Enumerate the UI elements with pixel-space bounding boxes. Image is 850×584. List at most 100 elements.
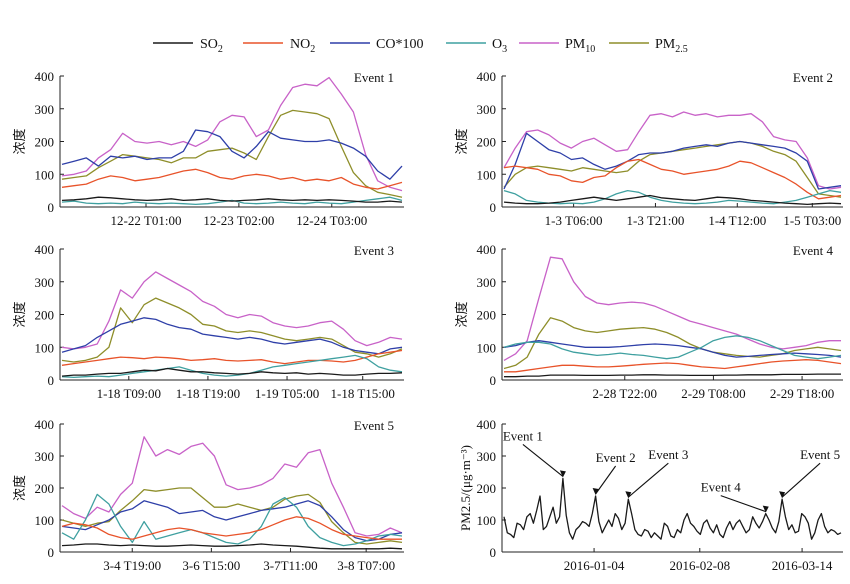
annotation-event-3: Event 3	[648, 447, 688, 462]
y-tick-label: 300	[35, 449, 55, 464]
series-line-o3	[61, 493, 403, 547]
y-tick-label: 0	[48, 373, 55, 388]
x-tick-label: 3-7T11:00	[263, 558, 317, 573]
series-line-o3	[503, 189, 842, 205]
chart-panel-6: 0 100 200 300 400 2016-01-04 2016-02-08 2016-03…	[458, 417, 843, 573]
x-tick-label: 1-4 T12:00	[708, 213, 766, 228]
series-line-pm10	[61, 271, 403, 350]
chart-title: Event 5	[354, 418, 394, 433]
x-tick-label: 12-24 T03:00	[296, 213, 367, 228]
y-tick-label: 300	[35, 275, 55, 290]
x-tick-label: 1-18 T15:00	[331, 386, 395, 401]
annotation-event-4: Event 4	[701, 480, 742, 495]
svg-text:PM2.5: PM2.5	[655, 37, 688, 55]
annotation-event-5: Event 5	[800, 447, 840, 462]
series-line-so2	[504, 373, 841, 378]
annotation-arrowhead	[559, 470, 566, 478]
chart-panel-2: 0 100 200 300 400 1-3 T06:00 1-3 T21:00 1-4 T12…	[454, 69, 843, 228]
annotation-arrow	[720, 495, 766, 513]
legend-item-no2: NO2	[243, 37, 315, 55]
legend-item-so2: SO2	[153, 37, 223, 55]
annotation-event-2: Event 2	[596, 450, 636, 465]
y-tick-label: 100	[35, 513, 55, 528]
series-line-no2	[504, 359, 842, 373]
series-line-o3	[503, 335, 842, 360]
annotation-arrow	[627, 462, 669, 498]
y-tick-label: 300	[35, 102, 55, 117]
x-tick-label: 2016-02-08	[669, 558, 730, 573]
series-line-co	[503, 132, 842, 190]
series-line-no2	[61, 168, 403, 190]
chart-panel-1: 0 100 200 300 400 12-22 T01:00 12-23 T02:00 12-…	[12, 69, 404, 228]
x-tick-label: 3-6 T15:00	[182, 558, 240, 573]
x-tick-label: 1-18 T09:00	[97, 386, 161, 401]
y-tick-label: 400	[35, 242, 55, 257]
series-line-so2	[61, 196, 403, 203]
y-tick-label: 100	[477, 340, 497, 355]
x-tick-label: 2016-03-14	[772, 558, 833, 573]
annotation-arrowhead	[592, 488, 599, 495]
y-axis-label: PM2.5/(μg·m⁻³)	[458, 445, 473, 531]
series-line-so2	[61, 367, 403, 377]
x-tick-label: 1-3 T06:00	[545, 213, 603, 228]
y-tick-label: 100	[477, 513, 497, 528]
annotation-arrow	[781, 462, 821, 498]
x-tick-label: 3-8 T07:00	[337, 558, 395, 573]
legend-item-pm10: PM10	[519, 37, 595, 55]
series-line-co	[61, 500, 403, 542]
chart-title: Event 3	[354, 243, 394, 258]
y-tick-label: 400	[477, 69, 497, 84]
y-axis-label: 浓度	[454, 128, 470, 154]
y-axis-label: 浓度	[12, 301, 28, 327]
x-tick-label: 2-29 T18:00	[770, 386, 834, 401]
x-tick-label: 2-28 T22:00	[593, 386, 657, 401]
series-line-pm25	[61, 109, 403, 198]
legend: SO2 NO2 CO*100 O3 PM10 PM2.5	[153, 37, 688, 55]
chart-title: Event 2	[793, 70, 833, 85]
annotation-arrow	[522, 443, 564, 477]
series-line-pm10	[503, 111, 842, 190]
y-tick-label: 0	[48, 545, 55, 560]
svg-text:PM10: PM10	[565, 37, 595, 55]
y-tick-label: 300	[477, 449, 497, 464]
series-line-no2	[503, 158, 842, 200]
legend-item-co: CO*100	[330, 37, 423, 52]
series-line-so2	[503, 194, 842, 206]
annotation-arrowhead	[625, 491, 632, 499]
series-line-pm10	[503, 256, 841, 361]
series-line-so2	[61, 543, 403, 550]
y-tick-label: 400	[35, 69, 55, 84]
series-line-pm25	[61, 297, 403, 363]
series-line-so2	[503, 477, 842, 540]
y-tick-label: 200	[477, 135, 497, 150]
chart-panel-3: 0 100 200 300 400 1-18 T09:00 1-18 T19:00 1-19 …	[12, 242, 404, 401]
legend-item-o3: O3	[446, 37, 507, 55]
series-line-pm10	[61, 76, 403, 192]
legend-item-pm25: PM2.5	[609, 37, 688, 55]
series-line-no2	[61, 349, 403, 366]
chart-panel-5: 0 100 200 300 400 3-4 T19:00 3-6 T15:00 3-7T11:…	[12, 417, 404, 573]
y-tick-label: 0	[48, 200, 55, 215]
y-tick-label: 0	[490, 200, 497, 215]
annotation-arrow	[595, 465, 617, 495]
svg-text:O3: O3	[492, 37, 507, 55]
chart-panel-4: 0 100 200 300 400 2-28 T22:00 2-29 T08:00 2-29 …	[454, 242, 843, 401]
y-tick-label: 200	[477, 308, 497, 323]
y-tick-label: 400	[477, 417, 497, 432]
y-tick-label: 200	[477, 481, 497, 496]
y-tick-label: 0	[490, 373, 497, 388]
y-tick-label: 100	[35, 340, 55, 355]
x-tick-label: 12-22 T01:00	[111, 213, 182, 228]
y-tick-label: 200	[35, 481, 55, 496]
svg-text:NO2: NO2	[290, 37, 315, 55]
x-tick-label: 2-29 T08:00	[681, 386, 745, 401]
chart-title: Event 4	[793, 243, 834, 258]
y-tick-label: 300	[477, 102, 497, 117]
x-tick-label: 1-3 T21:00	[626, 213, 684, 228]
y-tick-label: 100	[35, 167, 55, 182]
annotation-arrowhead	[762, 505, 769, 513]
chart-title: Event 1	[354, 70, 394, 85]
y-tick-label: 100	[477, 167, 497, 182]
svg-text:CO*100: CO*100	[376, 37, 423, 52]
